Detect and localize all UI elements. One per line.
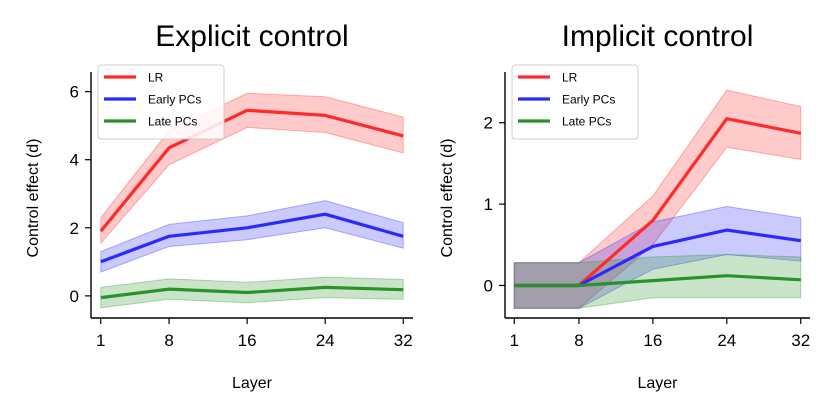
y-tick-label: 4 [70,151,79,170]
x-tick-label: 16 [238,331,257,350]
legend-label-early-pcs: Early PCs [562,93,615,107]
legend-label-lr: LR [148,71,164,85]
x-tick-label: 24 [316,331,335,350]
y-tick-label: 0 [70,287,79,306]
chart-title: Explicit control [155,20,348,53]
legend-label-late-pcs: Late PCs [562,115,611,129]
series-line-lr [99,108,404,233]
series-line-early-pcs [100,212,404,264]
x-axis-label: Layer [637,375,678,392]
x-tick-label: 32 [394,331,413,350]
x-tick-label: 1 [510,331,519,350]
y-tick-label: 2 [484,114,493,133]
legend-label-lr: LR [562,71,578,85]
y-tick-label: 0 [484,276,493,295]
series-band-early-pcs [100,200,404,273]
x-tick-label: 32 [791,331,810,350]
series-line-late-pcs [514,274,801,288]
y-tick-label: 2 [70,219,79,238]
y-tick-label: 1 [484,195,493,214]
legend-label-late-pcs: Late PCs [148,115,197,129]
x-tick-label: 1 [96,331,105,350]
x-tick-label: 8 [164,331,173,350]
x-tick-label: 8 [574,331,583,350]
series-line-late-pcs [100,285,404,300]
x-tick-label: 24 [717,331,736,350]
series-band-lr [513,89,802,309]
x-tick-label: 16 [643,331,662,350]
x-axis-label: Layer [232,375,273,392]
y-axis-label: Control effect (d) [25,139,42,258]
chart-title: Implicit control [562,20,754,53]
y-axis-label: Control effect (d) [439,139,456,258]
legend-label-early-pcs: Early PCs [148,93,201,107]
y-tick-label: 6 [70,83,79,102]
